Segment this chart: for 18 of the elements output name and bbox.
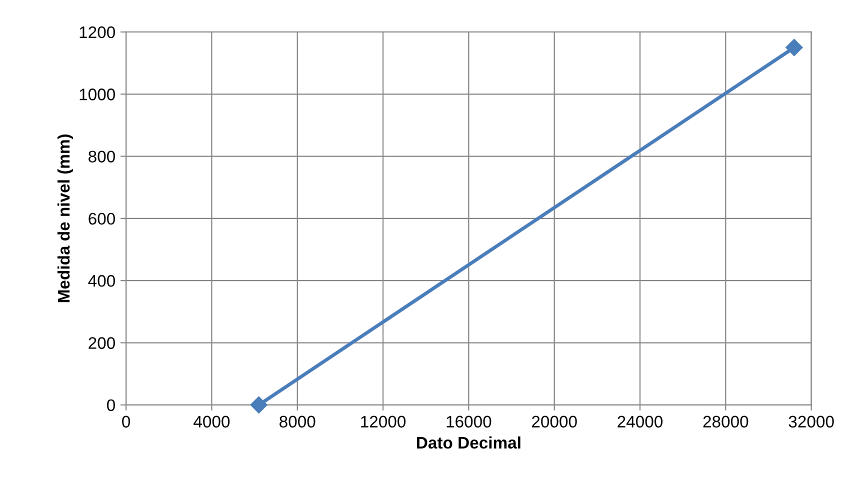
y-tick-label: 1200 bbox=[80, 26, 115, 38]
x-axis-title: Dato Decimal bbox=[417, 436, 520, 449]
x-tick-label: 12000 bbox=[361, 416, 406, 428]
x-tick-label: 16000 bbox=[446, 416, 492, 428]
y-tick-label: 0 bbox=[107, 399, 115, 412]
x-tick-label: 8000 bbox=[280, 416, 316, 428]
x-tick-label: 0 bbox=[122, 416, 130, 428]
x-tick-label: 24000 bbox=[618, 416, 663, 428]
y-axis-title: Medida de nivel (mm) bbox=[57, 134, 74, 302]
y-tick-label: 1000 bbox=[80, 88, 115, 100]
y-tick-label: 400 bbox=[88, 275, 115, 287]
y-tick-label: 600 bbox=[88, 212, 115, 225]
y-tick-label: 200 bbox=[88, 337, 115, 349]
x-tick-label: 4000 bbox=[194, 416, 230, 428]
x-tick-label: 28000 bbox=[703, 416, 748, 428]
x-tick-label: 32000 bbox=[788, 416, 834, 428]
x-tick-label: 20000 bbox=[532, 416, 577, 428]
y-tick-label: 800 bbox=[88, 150, 115, 162]
